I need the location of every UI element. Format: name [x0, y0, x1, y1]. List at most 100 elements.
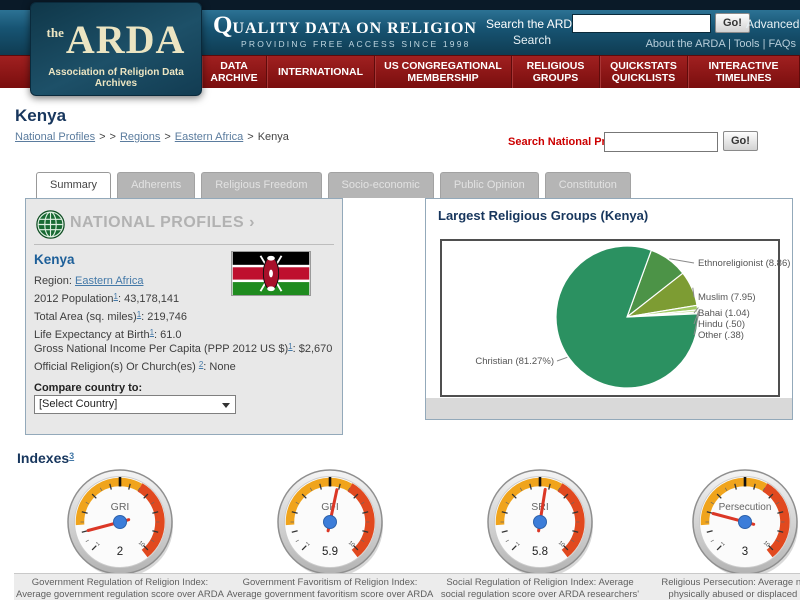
gauge-name: GRI [111, 501, 130, 513]
gauge-name: SRI [531, 501, 549, 513]
pie-label-hindu: Hindu (.50) [698, 319, 745, 330]
banner-title-rest: UALITY DATA ON RELIGION [232, 20, 477, 37]
search-arda-input[interactable] [572, 14, 711, 33]
region-link[interactable]: Eastern Africa [74, 275, 144, 287]
compare-country-label: Compare country to: [34, 382, 143, 394]
breadcrumb-current: Kenya [257, 131, 289, 143]
tab-adherents[interactable]: Adherents [117, 172, 196, 198]
gni-row: Gross National Income Per Capita (PPP 20… [34, 342, 333, 355]
population-row: 2012 Population1: 43,178,141 [34, 292, 180, 305]
footnote-link-1[interactable]: 1 [113, 292, 118, 301]
gauge-scale-max: 10 [137, 540, 146, 549]
search-arda-go-button[interactable]: Go! [715, 13, 750, 33]
national-profile-box: NATIONAL PROFILES › Kenya Region: Easter… [25, 198, 343, 435]
advanced-search-link-wrap[interactable]: Search [513, 33, 552, 47]
search-profiles-go-button[interactable]: Go! [723, 131, 758, 151]
tab-religious-freedom[interactable]: Religious Freedom [201, 172, 322, 198]
search-profiles-input[interactable] [604, 132, 718, 152]
region-row: Region: Eastern Africa [34, 275, 144, 287]
breadcrumb-eastern-africa[interactable]: Eastern Africa [174, 131, 244, 143]
gauge-caption-persecution: Religious Persecution: Average number of… [644, 573, 800, 600]
breadcrumb: National Profiles > > Regions > Eastern Afric… [15, 131, 289, 143]
gauge-value: 5.9 [322, 546, 338, 558]
gauge-caption-gri: Government Regulation of Religion Index:… [14, 573, 226, 600]
banner-title-initial: Q [213, 12, 233, 39]
page-title: Kenya [15, 106, 67, 125]
gauge-caption-gfi: Government Favoritism of Religion Index:… [224, 573, 436, 600]
nav-item-international[interactable]: INTERNATIONAL [267, 56, 375, 88]
official-religion-row: Official Religion(s) Or Church(es) 2: No… [34, 360, 236, 373]
tab-socio-economic[interactable]: Socio-economic [327, 172, 434, 198]
gauge-sri: 1 10 SRI 5.8 [487, 469, 593, 577]
footnote-link-1[interactable]: 1 [149, 328, 155, 337]
pie-leader-line [693, 307, 699, 314]
breadcrumb-national-profiles[interactable]: National Profiles [15, 131, 96, 143]
indexes-heading: Indexes3 [17, 450, 75, 466]
nav-item-interactive-timelines[interactable]: INTERACTIVE TIMELINES [688, 56, 800, 88]
chevron-right-icon: › [249, 214, 255, 231]
pie-leader-line [692, 287, 695, 298]
gauge-scale-max: 10 [347, 540, 356, 549]
pie-leader-line [669, 258, 695, 264]
tab-summary[interactable]: Summary [36, 172, 112, 198]
gauge-scale-min: 1 [720, 541, 726, 548]
footnote-link-1[interactable]: 1 [136, 310, 142, 319]
gauge-hub [323, 515, 337, 529]
banner-title: QUALITY DATA ON RELIGION [213, 12, 477, 40]
breadcrumb-regions[interactable]: Regions [119, 131, 161, 143]
gauge-scale-min: 1 [305, 541, 311, 548]
profile-stats-2: Gross National Income Per Capita (PPP 20… [34, 339, 332, 375]
gauge-value: 5.8 [532, 546, 548, 558]
gauge-name: Persecution [719, 502, 772, 513]
country-name: Kenya [34, 252, 75, 267]
pie-chart: Ethnoreligionist (8.86) Muslim (7.95) Baha… [475, 245, 790, 389]
nav-item-religious-groups[interactable]: RELIGIOUS GROUPS [512, 56, 600, 88]
gauge-gfi: 1 10 GFI 5.9 [277, 469, 383, 577]
footnote-link-2[interactable]: 2 [198, 360, 204, 369]
pie-label-ethnoreligionist: Ethnoreligionist (8.86) [698, 258, 790, 269]
nav-item-quickstats-quicklists[interactable]: QUICKSTATS QUICKLISTS [600, 56, 688, 88]
gauge-scale-min: 1 [515, 541, 521, 548]
tab-constitution[interactable]: Constitution [544, 172, 631, 198]
pie-label-other: Other (.38) [698, 330, 744, 341]
divider [34, 244, 334, 245]
gauge-scale-max: 10 [762, 540, 771, 549]
gauge-gri: 1 10 GRI 2 [67, 469, 173, 577]
pie-label-christian: Christian (81.27%) [475, 356, 554, 367]
country-select[interactable]: [Select Country] [34, 395, 236, 414]
profile-tabs: Summary Adherents Religious Freedom Soci… [36, 172, 631, 198]
logo-arda: ARDA [65, 17, 186, 62]
profile-stats: 2012 Population1: 43,178,141 Total Area … [34, 289, 187, 343]
gauge-persecution: 1 10 Persecution 3 [692, 469, 798, 577]
tab-public-opinion[interactable]: Public Opinion [439, 172, 539, 198]
globe-icon [36, 210, 65, 239]
footnote-link-3[interactable]: 3 [69, 451, 75, 461]
gauge-scale-max: 10 [557, 540, 566, 549]
arda-logo[interactable]: theARDA Association of Religion Data Arc… [30, 2, 202, 96]
kenya-flag [231, 251, 311, 296]
chevron-down-icon [222, 403, 230, 408]
gauge-hub [533, 515, 547, 529]
national-profiles-header[interactable]: NATIONAL PROFILES › [70, 214, 255, 231]
life-expectancy-row: Life Expectancy at Birth1: 61.0 [34, 328, 182, 341]
pie-leader-line [693, 310, 700, 325]
footnote-link-1[interactable]: 1 [288, 342, 293, 351]
total-area-row: Total Area (sq. miles)1: 219,746 [34, 310, 188, 323]
gauge-name: GFI [321, 501, 339, 513]
chart-title: Largest Religious Groups (Kenya) [438, 208, 649, 223]
about-tools-faqs-links[interactable]: About the ARDA | Tools | FAQs [645, 38, 796, 50]
pie-label-muslim: Muslim (7.95) [698, 292, 756, 303]
logo-tagline: Association of Religion Data Archives [48, 67, 184, 89]
pie-slice-christian [555, 245, 699, 389]
gauge-value: 2 [117, 546, 123, 558]
pie-leader-line [693, 312, 700, 336]
nav-item-us-congregational-membership[interactable]: US CONGREGATIONAL MEMBERSHIP [375, 56, 512, 88]
gauge-hub [113, 515, 127, 529]
gauge-scale-min: 1 [95, 541, 101, 548]
banner-subtitle: PROVIDING FREE ACCESS SINCE 1998 [241, 39, 471, 49]
main-nav: DATA ARCHIVE INTERNATIONAL US CONGREGATIO… [0, 55, 800, 88]
nav-item-data-archive[interactable]: DATA ARCHIVE [202, 56, 267, 88]
advanced-search-link[interactable]: Advanced [746, 17, 800, 31]
gauge-hub [738, 515, 752, 529]
